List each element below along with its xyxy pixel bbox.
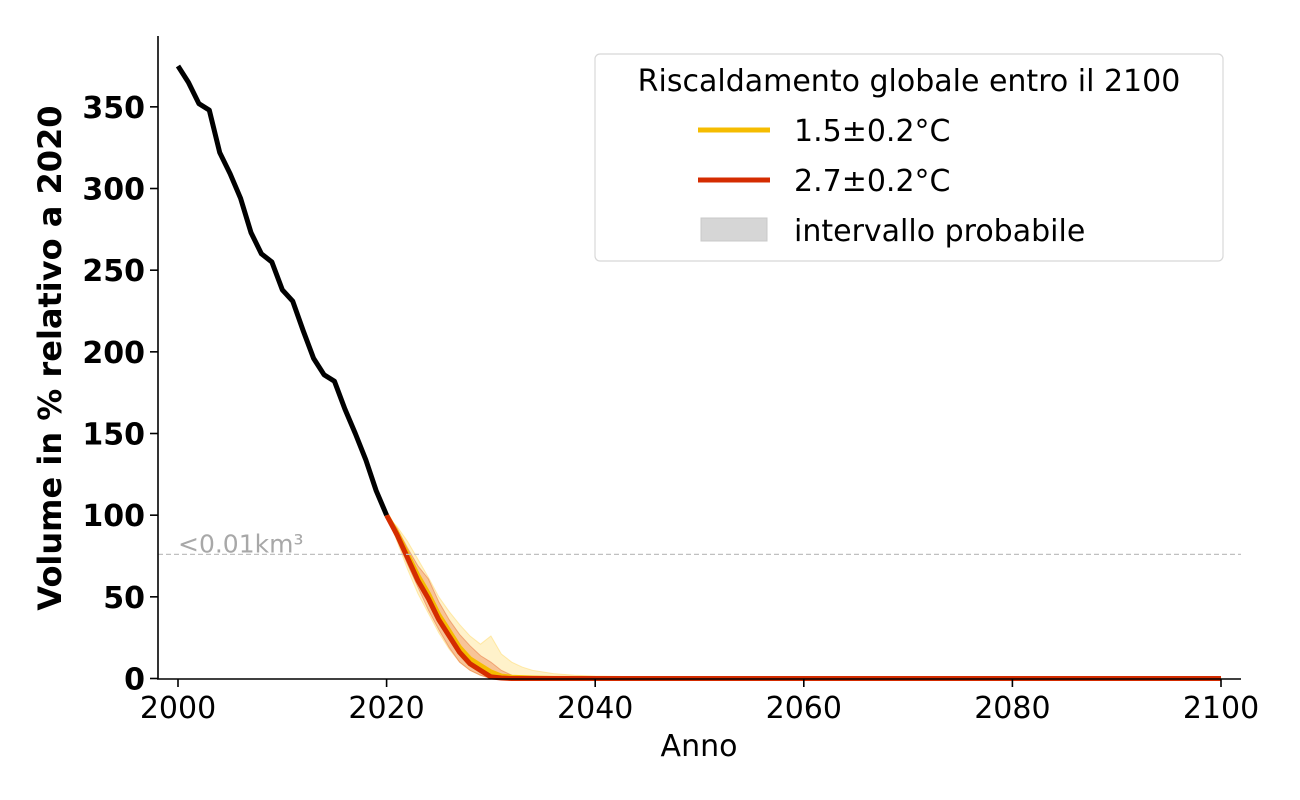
x-axis-ticks: 2000 2020 2040 2060 2080 2100 xyxy=(140,679,1259,726)
band-2.7±0.2°C xyxy=(386,514,1222,679)
legend-label-1-5: 1.5±0.2°C xyxy=(794,114,951,149)
series-line-1.5±0.2°C xyxy=(384,513,1221,681)
uncertainty-bands xyxy=(386,514,1222,679)
legend: Riscaldamento globale entro il 2100 1.5±… xyxy=(594,53,1224,262)
y-tick-label: 350 xyxy=(82,91,145,126)
y-tick-label: 150 xyxy=(82,418,145,453)
x-tick-label: 2060 xyxy=(766,691,842,726)
y-tick-label: 100 xyxy=(82,499,145,534)
series-line-2.7±0.2°C xyxy=(384,513,1221,681)
x-tick-label: 2020 xyxy=(348,691,424,726)
y-tick-label: 250 xyxy=(82,254,145,289)
band-1.5±0.2°C xyxy=(386,514,1222,679)
annotation-label: <0.01km³ xyxy=(178,529,303,558)
x-tick-label: 2080 xyxy=(974,691,1050,726)
legend-title: Riscaldamento globale entro il 2100 xyxy=(638,64,1181,99)
x-axis-label: Anno xyxy=(661,729,738,764)
y-tick-label: 0 xyxy=(124,663,145,698)
y-axis-label: Volume in % relativo a 2020 xyxy=(31,105,69,610)
y-tick-label: 50 xyxy=(103,581,145,616)
x-tick-label: 2040 xyxy=(557,691,633,726)
legend-label-likely-range: intervallo probabile xyxy=(794,214,1085,249)
y-tick-label: 300 xyxy=(82,173,145,208)
x-tick-label: 2000 xyxy=(140,691,216,726)
y-axis-ticks: 0 50 100 150 200 250 300 350 xyxy=(82,91,158,698)
series-line-observed xyxy=(175,64,389,517)
series-lines xyxy=(175,64,1221,681)
legend-swatch-likely-range xyxy=(700,217,768,242)
legend-box xyxy=(594,53,1224,262)
legend-label-2-7: 2.7±0.2°C xyxy=(794,164,951,199)
y-tick-label: 200 xyxy=(82,336,145,371)
x-tick-label: 2100 xyxy=(1183,691,1259,726)
